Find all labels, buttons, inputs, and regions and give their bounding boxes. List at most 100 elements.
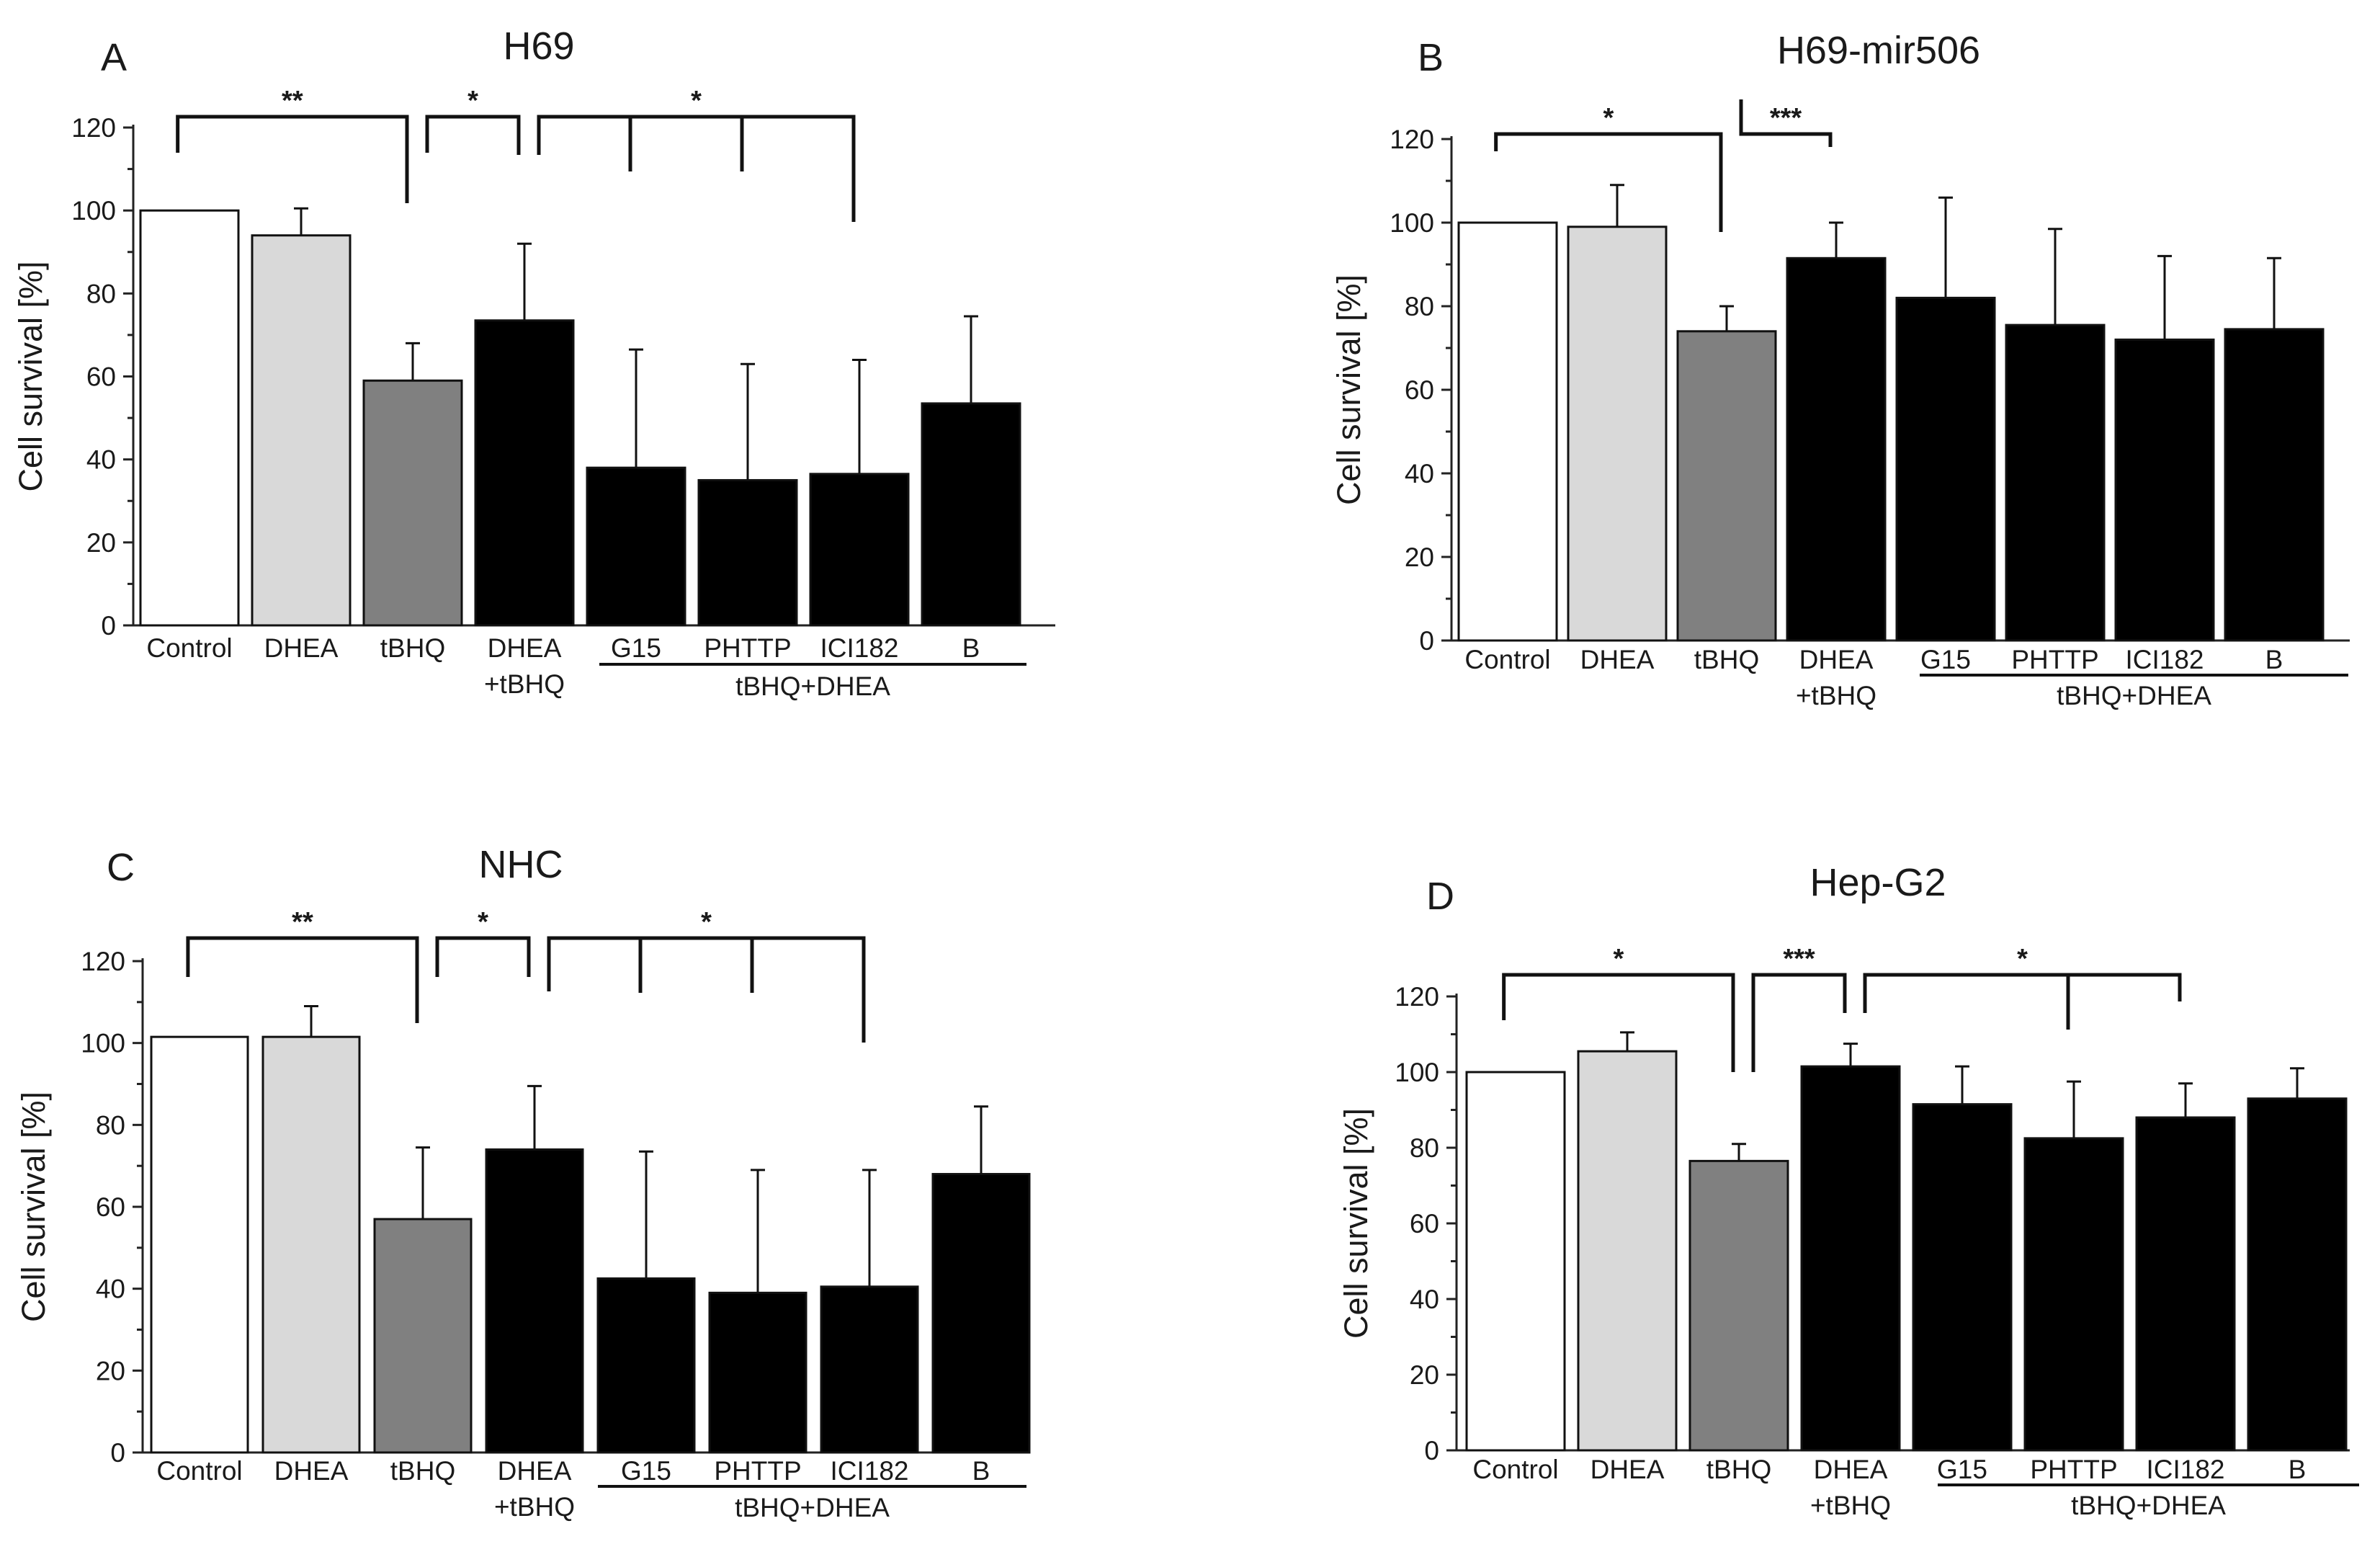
significance-label: **: [292, 907, 313, 937]
chart-panel-c: C NHC Cell survival [%] 0 20 40 60 80 100 120 Cont…: [15, 843, 1031, 1522]
category-label: tBHQ: [390, 1456, 455, 1486]
y-tick-label: 0: [1424, 1436, 1439, 1465]
panel-letter: A: [101, 36, 127, 79]
bar: [809, 473, 910, 627]
bar: [1786, 256, 1887, 642]
chart-title: NHC: [479, 843, 563, 886]
y-axis-label: Cell survival [%]: [1330, 275, 1367, 505]
y-tick-label: 120: [1395, 982, 1439, 1012]
y-tick-label: 40: [1410, 1285, 1439, 1314]
panel-letter: B: [1418, 36, 1444, 79]
bar: [596, 1277, 696, 1454]
category-label: tBHQ: [1706, 1455, 1771, 1484]
category-label: G15: [621, 1456, 671, 1486]
category-label-line2: +tBHQ: [494, 1492, 575, 1522]
bar: [931, 1173, 1031, 1454]
group-label: tBHQ+DHEA: [2071, 1491, 2226, 1520]
category-label: PHTTP: [704, 633, 791, 663]
y-axis-label: Cell survival [%]: [12, 261, 49, 491]
y-tick-label: 80: [1405, 292, 1434, 321]
category-label: G15: [1920, 645, 1971, 674]
significance-bracket: [1863, 973, 2182, 1013]
bar: [820, 1285, 919, 1454]
y-tick-label: 120: [1390, 125, 1434, 154]
category-label-line2: +tBHQ: [1796, 681, 1876, 710]
bar: [2114, 338, 2215, 642]
y-tick-label: 0: [1419, 626, 1434, 656]
bar: [2005, 323, 2106, 642]
chart-title: Hep-G2: [1809, 861, 1946, 904]
significance-label: *: [2017, 944, 2028, 974]
bar: [485, 1148, 584, 1454]
chart-panel-d: D Hep-G2 Cell survival [%] 0 20 40 60 80 100 120 C…: [1338, 861, 2359, 1520]
category-label: B: [962, 633, 980, 663]
bar: [474, 319, 575, 627]
y-tick-label: 100: [1390, 208, 1434, 238]
category-label: tBHQ: [380, 633, 445, 663]
y-tick-label: 0: [101, 611, 116, 641]
category-label: DHEA: [488, 633, 562, 663]
category-label: DHEA: [498, 1456, 572, 1486]
category-label: DHEA: [264, 633, 339, 663]
category-label: G15: [1937, 1455, 1987, 1484]
category-label: B: [2289, 1455, 2307, 1484]
y-tick-label: 60: [96, 1192, 125, 1222]
y-tick-label: 100: [1395, 1058, 1439, 1087]
category-label: PHTTP: [2011, 645, 2098, 674]
significance-label: ***: [1770, 103, 1802, 133]
category-label: DHEA: [274, 1456, 349, 1486]
y-tick-label: 20: [1405, 543, 1434, 572]
bar: [2224, 328, 2325, 642]
category-label-line2: +tBHQ: [484, 669, 565, 699]
bar: [1457, 221, 1558, 642]
bar: [2135, 1116, 2236, 1452]
bar: [362, 379, 463, 627]
y-tick-label: 60: [1410, 1209, 1439, 1239]
y-tick-label: 20: [96, 1356, 125, 1385]
significance-label: ***: [1783, 944, 1815, 974]
category-label: B: [2265, 645, 2283, 674]
bar: [697, 478, 798, 627]
bar: [1465, 1071, 1566, 1452]
y-tick-label: 40: [86, 445, 116, 475]
significance-bracket: [435, 936, 531, 977]
significance-bracket: [547, 936, 866, 1043]
category-label: Control: [1472, 1455, 1558, 1484]
category-label: ICI182: [830, 1456, 908, 1486]
significance-label: *: [468, 86, 478, 116]
y-tick-label: 120: [81, 947, 125, 976]
significance-label: *: [478, 907, 488, 937]
bar: [1577, 1050, 1678, 1452]
significance-label: *: [701, 907, 712, 937]
category-label: DHEA: [1580, 645, 1655, 674]
chart-panel-b: B H69-mir506 Cell survival [%] 0 20 40 60 80 100…: [1330, 29, 2350, 710]
y-axis-label: Cell survival [%]: [1338, 1108, 1374, 1339]
bar: [921, 402, 1021, 627]
bar: [2247, 1097, 2348, 1452]
y-tick-label: 120: [71, 113, 116, 143]
category-label: DHEA: [1799, 645, 1874, 674]
bar: [708, 1291, 808, 1454]
category-label: Control: [146, 633, 232, 663]
significance-bracket: [425, 115, 521, 155]
y-tick-label: 80: [1410, 1133, 1439, 1163]
y-axis-label: Cell survival [%]: [15, 1092, 52, 1322]
significance-bracket: [1751, 973, 1847, 1072]
category-label: ICI182: [2146, 1455, 2224, 1484]
bar: [261, 1035, 361, 1454]
bar: [373, 1218, 473, 1454]
category-label: Control: [1464, 645, 1550, 674]
bar: [139, 209, 240, 627]
category-label: DHEA: [1591, 1455, 1665, 1484]
bar: [251, 234, 352, 627]
y-tick-label: 60: [1405, 375, 1434, 405]
bar: [586, 466, 686, 627]
bar: [150, 1035, 249, 1454]
bar: [1800, 1065, 1901, 1452]
significance-label: **: [282, 86, 303, 116]
bar: [1567, 226, 1668, 642]
category-label: ICI182: [820, 633, 898, 663]
significance-bracket: [1494, 132, 1723, 232]
category-label: G15: [611, 633, 661, 663]
